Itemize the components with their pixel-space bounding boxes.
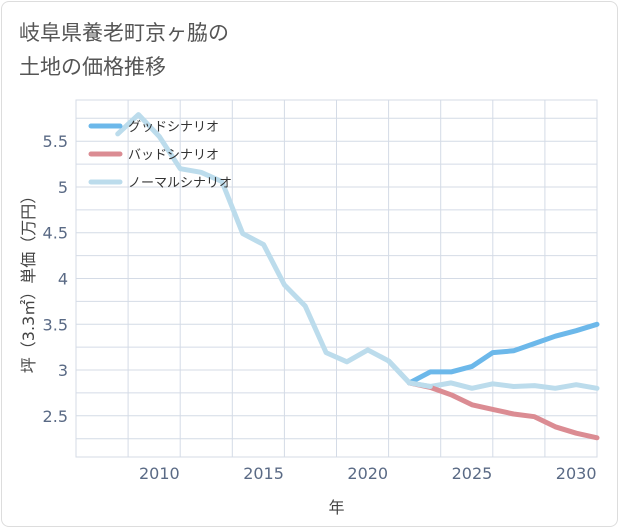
y-tick-labels: 2.5 3 3.5 4 4.5 5 5.5 — [43, 132, 68, 426]
series-line-normal — [115, 112, 600, 391]
x-tick-label: 2010 — [139, 464, 180, 483]
x-tick-label: 2020 — [347, 464, 388, 483]
x-tick-label: 2025 — [452, 464, 493, 483]
x-tick-label: 2015 — [243, 464, 284, 483]
legend-label: グッドシナリオ — [128, 120, 219, 135]
y-axis-label: 坪（3.3㎡）単価（万円） — [19, 188, 38, 373]
y-tick-label: 3.5 — [43, 315, 68, 334]
y-tick-label: 5 — [58, 178, 68, 197]
y-tick-label: 5.5 — [43, 132, 68, 151]
y-tick-label: 4.5 — [43, 224, 68, 243]
x-tick-labels: 2010 2015 2020 2025 2030 — [139, 464, 597, 483]
y-tick-label: 4 — [58, 270, 68, 289]
series-lines — [115, 112, 600, 441]
grid-lines — [75, 99, 598, 458]
y-tick-label: 3 — [58, 361, 68, 380]
legend-label: ノーマルシナリオ — [128, 176, 232, 191]
legend-label: バッドシナリオ — [128, 148, 219, 163]
y-tick-label: 2.5 — [43, 407, 68, 426]
series-line-normal-overlap — [386, 358, 433, 389]
chart-title: 岐阜県養老町京ヶ脇の 土地の価格推移 — [19, 21, 229, 79]
series-line-bad — [406, 380, 600, 441]
x-tick-label: 2030 — [556, 464, 597, 483]
series-line-good — [406, 321, 600, 386]
x-axis-label: 年 — [328, 498, 344, 517]
